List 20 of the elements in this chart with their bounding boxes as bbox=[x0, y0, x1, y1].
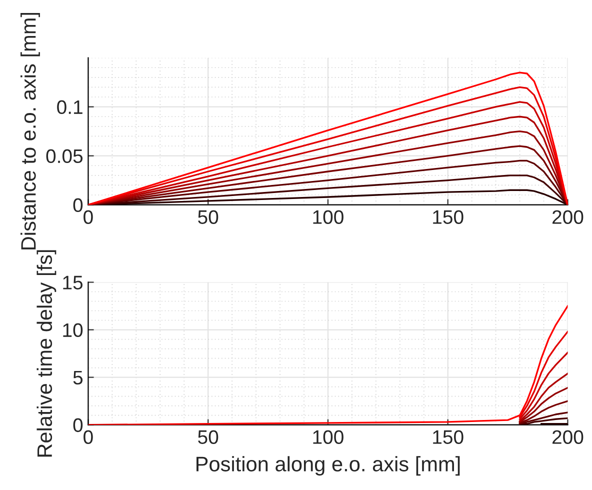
y-axis-title: Distance to e.o. axis [mm] bbox=[20, 12, 40, 250]
x-tick-label: 50 bbox=[198, 430, 218, 444]
y-tick-label: 5 bbox=[73, 370, 83, 385]
y-tick-label: 0 bbox=[73, 198, 83, 212]
y-axis-title: Relative time delay [fs] bbox=[36, 250, 56, 457]
y-tick-label: 10 bbox=[63, 323, 83, 338]
x-tick-label: 200 bbox=[552, 210, 584, 224]
x-tick-label: 150 bbox=[433, 430, 464, 444]
x-tick-label: 50 bbox=[198, 210, 218, 224]
x-axis-title: Position along e.o. axis [mm] bbox=[196, 456, 460, 476]
y-tick-label: 15 bbox=[63, 276, 83, 290]
x-tick-label: 0 bbox=[84, 430, 93, 444]
x-tick-label: 100 bbox=[313, 430, 344, 444]
y-tick-label: 0 bbox=[73, 418, 83, 432]
x-tick-label: 100 bbox=[313, 210, 344, 224]
x-tick-label: 200 bbox=[552, 430, 584, 444]
x-tick-label: 0 bbox=[84, 210, 93, 224]
y-tick-label: 0.1 bbox=[57, 100, 82, 114]
x-tick-label: 150 bbox=[433, 210, 464, 224]
y-tick-label: 0.05 bbox=[46, 149, 83, 164]
